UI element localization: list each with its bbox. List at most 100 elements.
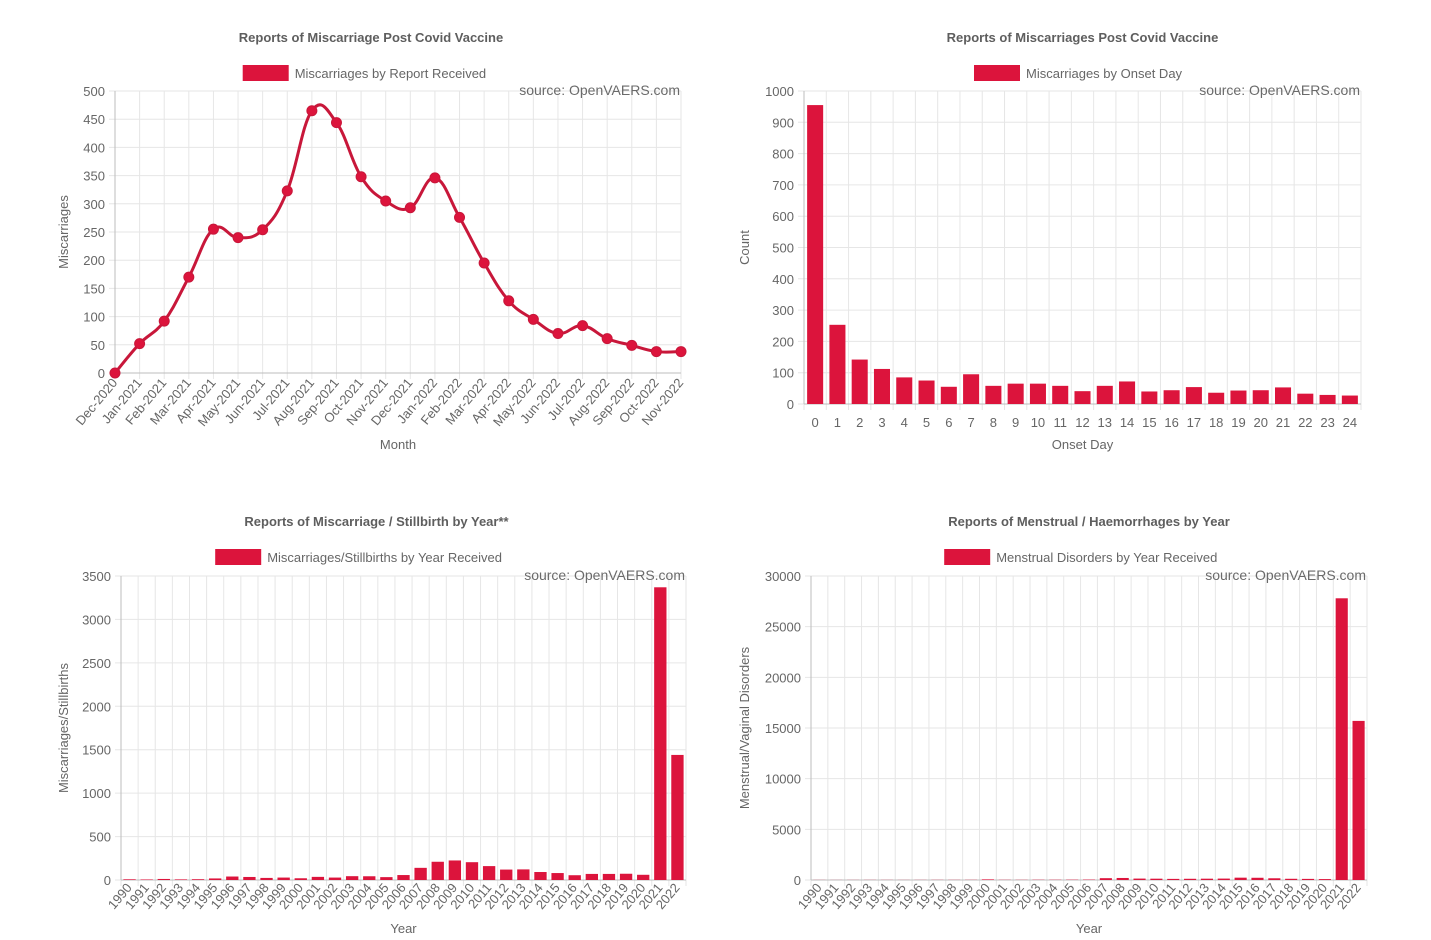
y-tick-label: 0 — [794, 873, 801, 888]
chart-menstrual-by-year: Reports of Menstrual / Haemorrhages by Y… — [737, 514, 1368, 936]
y-tick-label: 3500 — [82, 569, 111, 584]
chart-miscarriage-by-month: Reports of Miscarriage Post Covid Vaccin… — [56, 30, 687, 452]
bar — [140, 879, 153, 880]
bar — [1141, 391, 1158, 404]
source-label: source: OpenVAERS.com — [524, 567, 685, 583]
y-tick-label: 400 — [772, 272, 794, 287]
y-tick-label: 200 — [83, 253, 105, 268]
bar — [1119, 381, 1136, 404]
chart-panel-miscarriage-by-month: Reports of Miscarriage Post Covid Vaccin… — [0, 0, 715, 470]
legend-swatch — [215, 549, 262, 565]
x-axis-label: Year — [1076, 921, 1103, 936]
x-tick-label: 14 — [1120, 415, 1134, 430]
bar — [1319, 394, 1336, 404]
y-tick-label: 900 — [772, 115, 794, 130]
x-tick-label: 7 — [967, 415, 974, 430]
data-point — [650, 346, 662, 358]
y-tick-label: 15000 — [765, 721, 801, 736]
bar — [1133, 878, 1146, 880]
data-point — [134, 338, 146, 350]
bar — [671, 754, 684, 880]
bar — [896, 377, 913, 404]
x-tick-label: 13 — [1098, 415, 1112, 430]
bar — [1208, 392, 1225, 404]
legend-label: Miscarriages by Report Received — [295, 66, 486, 81]
bar — [1184, 878, 1197, 880]
y-tick-label: 1000 — [765, 84, 794, 99]
bar — [1301, 878, 1315, 880]
bar — [1099, 878, 1112, 880]
bar — [807, 105, 824, 405]
bar — [654, 587, 667, 880]
data-point — [478, 257, 490, 269]
bar — [1352, 720, 1365, 880]
bar — [585, 873, 598, 880]
y-tick-label: 10000 — [765, 772, 801, 787]
y-tick-label: 20000 — [765, 670, 801, 685]
bar — [209, 878, 222, 880]
bar — [465, 862, 479, 880]
bar — [243, 876, 256, 880]
bar — [345, 876, 359, 880]
y-tick-label: 500 — [772, 241, 794, 256]
bar — [431, 861, 444, 880]
y-axis-label: Miscarriages — [56, 195, 71, 269]
bar — [260, 877, 273, 880]
chart-title: Reports of Menstrual / Haemorrhages by Y… — [948, 514, 1230, 529]
bar — [1274, 387, 1292, 404]
y-tick-label: 2000 — [82, 699, 111, 714]
x-tick-label: 2 — [856, 415, 863, 430]
y-tick-label: 250 — [83, 225, 105, 240]
legend-swatch — [974, 65, 1020, 81]
source-label: source: OpenVAERS.com — [1199, 82, 1360, 98]
bar — [963, 374, 980, 404]
chart-panel-stillbirth-by-year: Reports of Miscarriage / Stillbirth by Y… — [0, 470, 715, 940]
bar — [1341, 395, 1358, 404]
bar — [1096, 385, 1113, 404]
bar — [123, 879, 136, 880]
y-tick-label: 50 — [91, 338, 105, 353]
chart-panel-miscarriage-by-onset-day: Reports of Miscarriages Post Covid Vacci… — [715, 0, 1431, 470]
x-tick-label: 12 — [1075, 415, 1089, 430]
data-point — [281, 185, 293, 197]
y-axis-label: Count — [737, 230, 752, 265]
bar — [981, 879, 994, 880]
y-tick-label: 100 — [83, 310, 105, 325]
data-point — [380, 195, 392, 207]
y-tick-label: 450 — [83, 112, 105, 127]
y-tick-label: 150 — [83, 281, 105, 296]
y-tick-label: 200 — [772, 334, 794, 349]
y-tick-label: 2500 — [82, 656, 111, 671]
chart-stillbirth-by-year: Reports of Miscarriage / Stillbirth by Y… — [56, 514, 687, 936]
bar — [380, 877, 393, 880]
bar — [1268, 878, 1281, 880]
bar — [568, 875, 581, 880]
bar — [637, 874, 650, 880]
x-tick-label: 21 — [1276, 415, 1290, 430]
bar — [294, 878, 307, 880]
bar — [1007, 383, 1024, 404]
bar — [1185, 387, 1202, 404]
bar — [940, 386, 957, 404]
x-tick-label: 3 — [878, 415, 885, 430]
bar — [311, 876, 325, 880]
x-axis-label: Year — [390, 921, 417, 936]
chart-panel-menstrual-by-year: Reports of Menstrual / Haemorrhages by Y… — [715, 470, 1431, 940]
data-point — [527, 313, 539, 325]
bar — [1285, 878, 1298, 880]
y-tick-label: 800 — [772, 147, 794, 162]
y-tick-label: 1500 — [82, 743, 111, 758]
bar — [918, 380, 935, 404]
x-tick-label: 18 — [1209, 415, 1223, 430]
y-tick-label: 500 — [83, 84, 105, 99]
y-tick-label: 1000 — [82, 786, 111, 801]
x-tick-label: 22 — [1298, 415, 1312, 430]
data-point — [355, 171, 367, 183]
chart-miscarriage-by-onset-day: Reports of Miscarriages Post Covid Vacci… — [737, 30, 1362, 452]
bar — [363, 876, 376, 880]
bar — [1116, 877, 1129, 880]
x-axis-label: Onset Day — [1052, 437, 1114, 452]
series-line — [113, 103, 682, 374]
source-label: source: OpenVAERS.com — [519, 82, 680, 98]
chart-title: Reports of Miscarriages Post Covid Vacci… — [947, 30, 1219, 45]
